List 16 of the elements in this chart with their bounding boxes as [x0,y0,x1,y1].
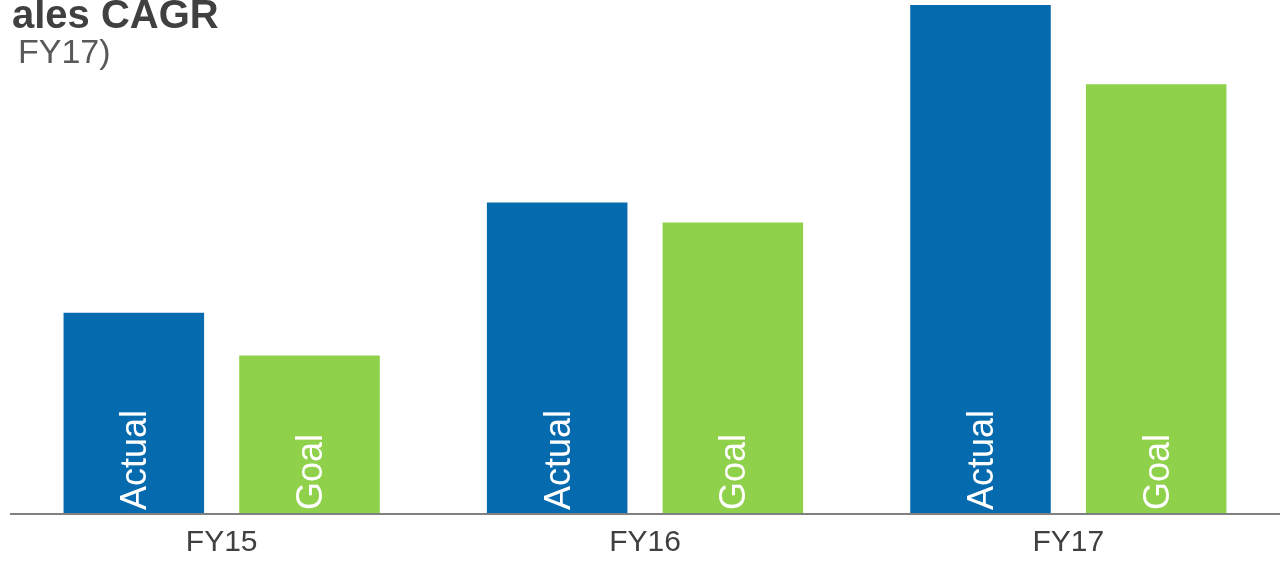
x-tick-label: FY16 [609,524,681,557]
x-tick-label: FY17 [1032,524,1105,557]
bar [63,312,205,513]
text: Goal [1135,433,1177,510]
bar [486,202,628,513]
series-label: Goal [289,433,331,510]
text: Actual [959,409,1001,510]
x-tick-label: FY15 [185,524,258,557]
bar [910,5,1051,513]
text: Goal [712,433,754,510]
bar [662,222,804,513]
bar [239,355,380,513]
series-label: Actual [113,409,155,510]
text: FY17) [18,32,111,70]
text: Actual [536,409,578,510]
bar [1085,84,1227,513]
